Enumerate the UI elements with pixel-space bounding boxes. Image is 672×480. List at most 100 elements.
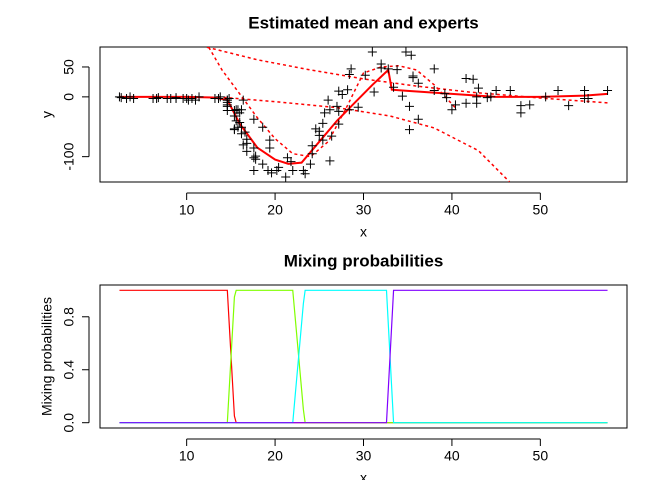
data-point <box>367 47 377 57</box>
data-point <box>334 106 344 116</box>
data-point <box>258 122 268 132</box>
y-tick-label: 0.4 <box>61 360 77 380</box>
data-point <box>258 159 268 169</box>
data-point <box>311 124 321 134</box>
x-axis-label: x <box>360 470 367 480</box>
data-point <box>320 108 330 118</box>
plot-area <box>119 47 608 182</box>
data-point <box>413 114 423 124</box>
data-point <box>344 69 354 79</box>
data-point <box>447 105 457 115</box>
data-point <box>461 98 471 108</box>
data-point <box>429 64 439 74</box>
data-point <box>580 85 590 95</box>
data-point <box>337 89 347 99</box>
data-point <box>541 92 551 102</box>
data-point <box>564 101 574 111</box>
data-point <box>406 50 416 60</box>
x-axis-label: x <box>360 224 367 240</box>
data-point <box>360 70 370 80</box>
y-axis-label: Mixing probabilities <box>39 297 55 416</box>
data-point <box>194 92 204 102</box>
data-point <box>187 93 197 103</box>
expert-line <box>208 47 457 158</box>
expert-line <box>217 96 510 182</box>
data-point <box>314 126 324 136</box>
data-point <box>215 92 225 102</box>
data-point <box>307 141 317 151</box>
data-point <box>346 64 356 74</box>
data-point <box>486 92 496 102</box>
data-point <box>491 85 501 95</box>
data-point <box>343 85 353 95</box>
data-point <box>265 135 275 145</box>
data-point <box>442 93 452 103</box>
y-tick-label: 50 <box>61 59 77 75</box>
data-point <box>267 168 277 178</box>
data-point <box>236 105 246 115</box>
y-tick-label: 0 <box>61 93 77 101</box>
data-point <box>408 73 418 83</box>
y-tick-label: 0.0 <box>61 413 77 433</box>
x-tick-label: 50 <box>533 202 549 218</box>
x-tick-label: 50 <box>533 448 549 464</box>
data-point <box>461 73 471 83</box>
data-point <box>282 153 292 163</box>
data-point <box>318 118 328 128</box>
data-point <box>235 118 245 128</box>
x-tick-label: 20 <box>267 202 283 218</box>
chart-title: Mixing probabilities <box>284 251 444 270</box>
data-point <box>238 95 248 105</box>
data-point <box>249 114 259 124</box>
data-point <box>213 93 223 103</box>
data-point <box>332 101 342 111</box>
data-point <box>334 119 344 129</box>
data-point <box>281 172 291 182</box>
x-tick-label: 40 <box>444 202 460 218</box>
data-point <box>397 91 407 101</box>
data-point <box>305 159 315 169</box>
data-point <box>413 78 423 88</box>
data-point <box>323 95 333 105</box>
data-point <box>376 63 386 73</box>
data-point <box>327 131 337 141</box>
data-point <box>265 143 275 153</box>
data-point <box>251 154 261 164</box>
data-point <box>404 125 414 135</box>
data-point <box>224 93 234 103</box>
x-tick-label: 30 <box>356 202 372 218</box>
data-point <box>472 98 482 108</box>
data-point <box>229 125 239 135</box>
data-point <box>440 89 450 99</box>
x-tick-label: 30 <box>356 448 372 464</box>
data-point <box>153 93 163 103</box>
data-point <box>583 93 593 103</box>
data-point <box>242 146 252 156</box>
probability-line <box>119 289 608 424</box>
data-point <box>236 129 246 139</box>
data-point <box>473 83 483 93</box>
data-point <box>286 157 296 167</box>
y-tick-label: 0.8 <box>61 307 77 327</box>
data-point <box>240 127 250 137</box>
probability-line <box>119 289 608 424</box>
data-point <box>263 165 273 175</box>
data-point <box>344 105 354 115</box>
plot-area <box>119 289 608 424</box>
data-point <box>505 85 515 95</box>
data-point <box>152 93 162 103</box>
x-tick-label: 10 <box>179 448 195 464</box>
data-point <box>401 47 411 57</box>
data-point <box>242 138 252 148</box>
y-tick-label: -100 <box>61 142 77 170</box>
data-point <box>392 65 402 75</box>
expert-line <box>206 47 608 104</box>
data-point <box>114 92 124 102</box>
data-point <box>525 100 535 110</box>
probability-line <box>119 289 608 424</box>
data-point <box>325 105 335 115</box>
data-point <box>300 169 310 179</box>
data-point <box>603 85 613 95</box>
data-point <box>274 162 284 172</box>
